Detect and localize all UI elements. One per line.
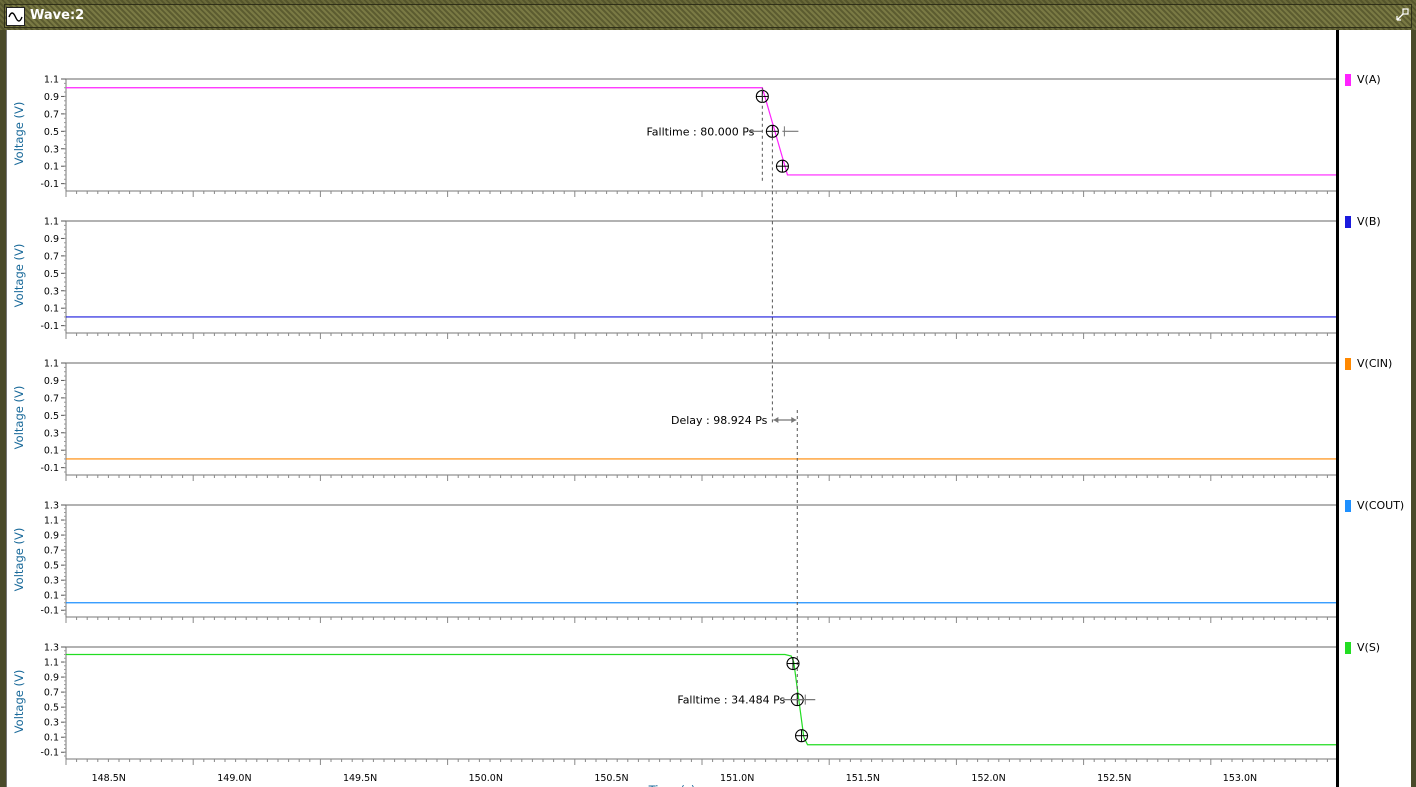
legend-swatch (1345, 642, 1351, 654)
legend-label: V(CIN) (1357, 357, 1393, 370)
y-tick-label: 0.9 (44, 673, 59, 684)
y-tick-label: 0.1 (44, 591, 59, 602)
panel-divider (1336, 30, 1339, 787)
legend-swatch (1345, 216, 1351, 228)
legend-swatch (1345, 74, 1351, 86)
legend-label: V(A) (1357, 73, 1381, 86)
y-tick-label: 0.7 (44, 546, 59, 557)
y-axis-label: Voltage (V) (12, 102, 26, 166)
y-tick-label: 0.1 (44, 446, 59, 457)
y-tick-label: 0.7 (44, 688, 59, 699)
delay-label: Delay : 98.924 Ps (671, 414, 768, 427)
legend-swatch (1345, 500, 1351, 512)
x-tick-label: 148.5N (92, 773, 126, 784)
x-tick-label: 150.0N (469, 773, 503, 784)
y-tick-label: 0.1 (44, 162, 59, 173)
y-axis-label: Voltage (V) (12, 670, 26, 734)
y-tick-label: 0.9 (44, 92, 59, 103)
sine-wave-icon (6, 7, 25, 26)
y-tick-label: 0.5 (44, 561, 59, 572)
y-tick-label: 1.3 (44, 643, 59, 654)
x-tick-label: 151.5N (846, 773, 880, 784)
y-tick-label: -0.1 (40, 321, 59, 332)
y-tick-label: -0.1 (40, 748, 59, 759)
y-tick-label: 0.5 (44, 269, 59, 280)
y-tick-label: 0.9 (44, 376, 59, 387)
y-tick-label: 0.7 (44, 251, 59, 262)
waveform-canvas[interactable]: 1.1 0.9 0.7 0.5 0.3 0.1 -0.1 Voltage (V) 1.1 0.9 0… (6, 30, 1411, 787)
y-tick-label: 0.1 (44, 733, 59, 744)
y-tick-label: 0.3 (44, 286, 59, 297)
y-tick-label: 0.3 (44, 718, 59, 729)
x-tick-label: 149.5N (343, 773, 377, 784)
x-tick-label: 149.0N (217, 773, 251, 784)
series-line-s (66, 653, 1338, 746)
y-tick-label: 0.3 (44, 428, 59, 439)
x-tick-label: 150.5N (594, 773, 628, 784)
y-tick-label: 0.5 (44, 411, 59, 422)
y-tick-label: 1.3 (44, 501, 59, 512)
x-axis-label: Time (s) (648, 783, 696, 787)
x-tick-label: 152.0N (971, 773, 1005, 784)
y-tick-label: 1.1 (44, 75, 59, 86)
legend-swatch (1345, 358, 1351, 370)
window-title: Wave:2 (30, 8, 85, 23)
titlebar-texture (4, 4, 1412, 28)
y-axis-label: Voltage (V) (12, 528, 26, 592)
legend-label: V(COUT) (1357, 499, 1405, 512)
y-tick-label: 1.1 (44, 516, 59, 527)
y-tick-label: 0.7 (44, 109, 59, 120)
y-tick-label: 0.1 (44, 304, 59, 315)
y-tick-label: 0.5 (44, 703, 59, 714)
waveform-plot[interactable]: 1.1 0.9 0.7 0.5 0.3 0.1 -0.1 Voltage (V) 1.1 0.9 0… (7, 30, 1411, 787)
window-titlebar[interactable]: Wave:2 (0, 0, 1416, 30)
y-tick-label: 0.9 (44, 531, 59, 542)
y-tick-label: 0.3 (44, 144, 59, 155)
y-tick-label: -0.1 (40, 463, 59, 474)
x-tick-label: 153.0N (1223, 773, 1257, 784)
y-tick-label: 0.5 (44, 127, 59, 138)
x-tick-label: 152.5N (1097, 773, 1131, 784)
y-tick-label: 0.3 (44, 576, 59, 587)
y-tick-label: 1.1 (44, 359, 59, 370)
measure-arrowhead (773, 417, 779, 423)
legend-label: V(B) (1357, 215, 1381, 228)
y-axis-label: Voltage (V) (12, 244, 26, 308)
x-tick-label: 151.0N (720, 773, 754, 784)
measure-arrowhead (791, 417, 797, 423)
falltime-a-label: Falltime : 80.000 Ps (646, 125, 754, 138)
y-tick-label: 0.9 (44, 234, 59, 245)
y-tick-label: -0.1 (40, 179, 59, 190)
y-tick-label: 0.7 (44, 393, 59, 404)
falltime-s-label: Falltime : 34.484 Ps (677, 694, 785, 707)
y-axis-label: Voltage (V) (12, 386, 26, 450)
restore-window-icon[interactable] (1394, 7, 1410, 23)
legend-label: V(S) (1357, 641, 1381, 654)
y-tick-label: 1.1 (44, 217, 59, 228)
y-tick-label: 1.1 (44, 658, 59, 669)
y-tick-label: -0.1 (40, 606, 59, 617)
